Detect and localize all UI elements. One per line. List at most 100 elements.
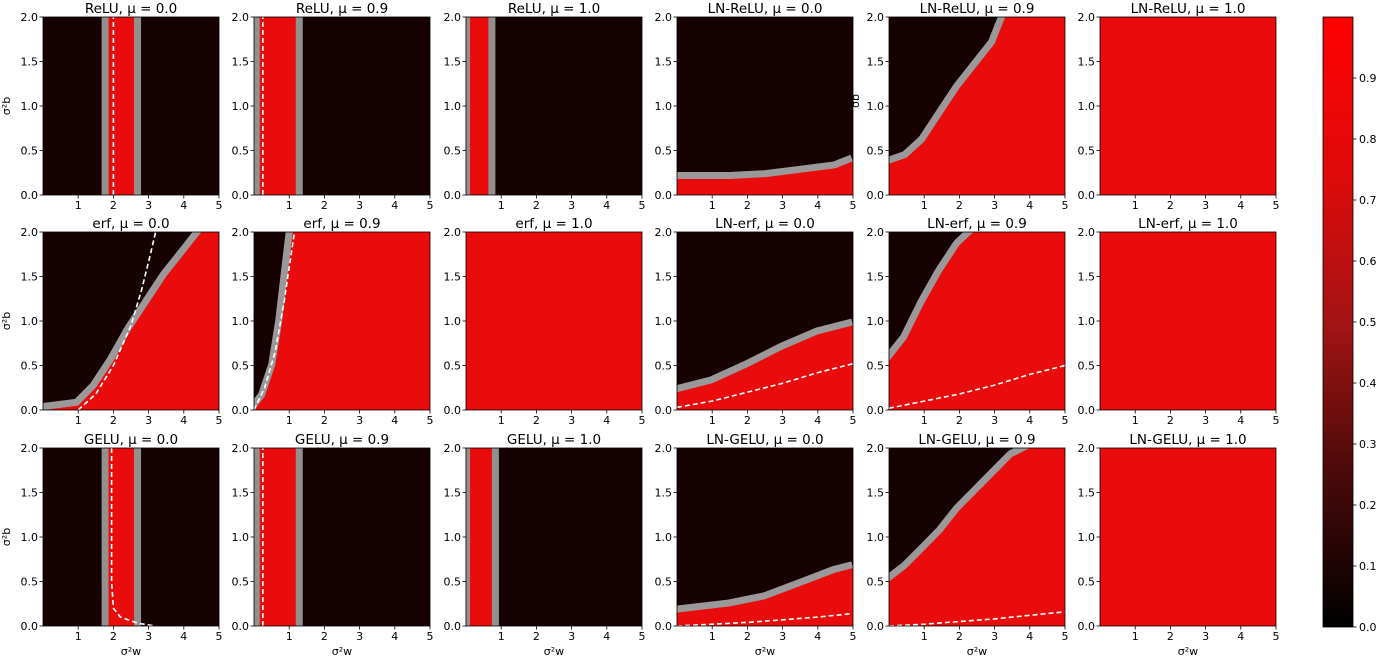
x-tick-label: 1 (75, 630, 82, 643)
x-tick-label: 1 (709, 199, 716, 212)
y-tick-label: 1.5 (1078, 487, 1096, 500)
x-tick-label: 4 (1237, 630, 1244, 643)
y-tick-label: 1.0 (21, 315, 39, 328)
x-tick-label: 3 (991, 630, 998, 643)
plot-area (889, 17, 1065, 195)
heatmap-panel: LN-GELU, μ = 1.0 1 2 3 4 5 0.0 0.5 1.0 1.5 2.0 σ²w (1078, 432, 1280, 658)
y-tick-label: 0.0 (867, 404, 885, 417)
y-tick-label: 2.0 (867, 226, 885, 239)
x-tick-label: 5 (1062, 414, 1069, 427)
y-tick-label: 0.5 (444, 145, 462, 158)
panel-title: ReLU, μ = 0.0 (85, 1, 177, 17)
x-tick-label: 1 (1132, 630, 1139, 643)
panel-title: LN-GELU, μ = 1.0 (1129, 432, 1246, 448)
plot-area (677, 448, 853, 626)
x-tick-label: 2 (956, 199, 963, 212)
y-tick-label: 1.5 (655, 56, 673, 69)
x-tick-label: 3 (991, 199, 998, 212)
y-tick-label: 1.5 (655, 271, 673, 284)
y-tick-label: 2.0 (444, 442, 462, 455)
y-tick-label: 1.5 (1078, 56, 1096, 69)
y-tick-label: 1.5 (444, 271, 462, 284)
x-tick-label: 5 (1273, 630, 1280, 643)
y-tick-label: 1.5 (867, 56, 885, 69)
y-axis-label: σ²b (0, 312, 13, 330)
x-tick-label: 5 (216, 630, 223, 643)
plot-area (1100, 232, 1276, 410)
critical-line (110, 448, 156, 626)
y-tick-label: 0.0 (232, 404, 250, 417)
plot-area (677, 17, 853, 195)
heatmap-panel: ReLU, μ = 1.0 1 2 3 4 5 0.0 0.5 1.0 1.5 2.0 (444, 1, 646, 212)
y-tick-label: 2.0 (655, 11, 673, 24)
y-tick-label: 1.5 (444, 56, 462, 69)
x-axis-label: σ²w (332, 645, 352, 658)
heatmap-panel: erf, μ = 0.0 1 2 3 4 5 0.0 0.5 1.0 1.5 2.0 σ²b (0, 216, 223, 427)
y-tick-label: 2.0 (655, 442, 673, 455)
x-tick-label: 2 (533, 630, 540, 643)
y-tick-label: 0.0 (867, 620, 885, 633)
plot-area (466, 448, 642, 626)
heatmap-panel: GELU, μ = 0.9 1 2 3 4 5 0.0 0.5 1.0 1.5 2.0 σ²w (232, 432, 434, 658)
critical-line (254, 232, 296, 410)
x-tick-label: 2 (956, 414, 963, 427)
x-axis-label: σ²w (1178, 645, 1198, 658)
y-tick-label: 1.5 (21, 487, 39, 500)
colorbar-tick-label: 0.5 (1359, 316, 1377, 329)
y-tick-label: 2.0 (21, 11, 39, 24)
x-tick-label: 1 (498, 414, 505, 427)
y-tick-label: 1.5 (21, 56, 39, 69)
plot-area (466, 232, 642, 410)
heatmap-panel: LN-ReLU, μ = 0.0 1 2 3 4 5 0.0 0.5 1.0 1.5 2.0 (655, 1, 857, 212)
x-tick-label: 4 (180, 414, 187, 427)
panel-title: LN-GELU, μ = 0.9 (918, 432, 1035, 448)
x-tick-label: 5 (850, 414, 857, 427)
x-tick-label: 1 (286, 414, 293, 427)
high-region (677, 568, 853, 626)
high-region (43, 232, 219, 410)
critical-line (889, 364, 1065, 409)
heatmap-grid: ReLU, μ = 0.0 1 2 3 4 5 0.0 0.5 1.0 1.5 2.0 σ²b ReLU… (0, 1, 1280, 658)
y-tick-label: 2.0 (655, 226, 673, 239)
heatmap-panel: LN-erf, μ = 1.0 1 2 3 4 5 0.0 0.5 1.0 1.5 2.0 (1078, 216, 1280, 427)
y-tick-label: 0.5 (1078, 145, 1096, 158)
y-tick-label: 0.0 (444, 189, 462, 202)
x-tick-label: 1 (75, 414, 82, 427)
y-tick-label: 1.5 (21, 271, 39, 284)
x-tick-label: 2 (744, 199, 751, 212)
high-region (889, 232, 1065, 410)
y-tick-label: 0.0 (1078, 404, 1096, 417)
y-tick-label: 0.0 (232, 620, 250, 633)
y-tick-label: 0.5 (232, 360, 250, 373)
x-tick-label: 3 (779, 199, 786, 212)
panel-title: ReLU, μ = 1.0 (508, 1, 600, 17)
y-tick-label: 2.0 (867, 442, 885, 455)
y-tick-label: 1.0 (232, 100, 250, 113)
colorbar-tick-label: 0.7 (1359, 194, 1377, 207)
y-tick-label: 2.0 (444, 226, 462, 239)
x-tick-label: 4 (1026, 199, 1033, 212)
panel-title: LN-ReLU, μ = 0.0 (708, 1, 823, 17)
x-tick-label: 2 (744, 414, 751, 427)
x-tick-label: 2 (1167, 199, 1174, 212)
y-tick-label: 1.5 (1078, 271, 1096, 284)
y-tick-label: 0.5 (21, 576, 39, 589)
x-tick-label: 5 (1062, 630, 1069, 643)
y-axis-label-partial: σb (849, 94, 862, 108)
x-tick-label: 2 (956, 630, 963, 643)
panel-title: erf, μ = 0.0 (92, 216, 169, 232)
y-tick-label: 0.5 (232, 576, 250, 589)
y-axis-label: σ²b (0, 97, 13, 115)
x-tick-label: 4 (1237, 414, 1244, 427)
x-tick-label: 5 (1273, 414, 1280, 427)
heatmap-panel: LN-erf, μ = 0.9 1 2 3 4 5 0.0 0.5 1.0 1.5 2.0 (867, 216, 1069, 427)
y-tick-label: 0.0 (655, 620, 673, 633)
panel-title: GELU, μ = 1.0 (507, 432, 601, 448)
x-tick-label: 5 (639, 414, 646, 427)
x-tick-label: 3 (568, 199, 575, 212)
y-tick-label: 1.0 (1078, 531, 1096, 544)
x-tick-label: 5 (1273, 199, 1280, 212)
x-tick-label: 1 (498, 630, 505, 643)
high-region (470, 17, 489, 195)
y-tick-label: 0.5 (655, 576, 673, 589)
